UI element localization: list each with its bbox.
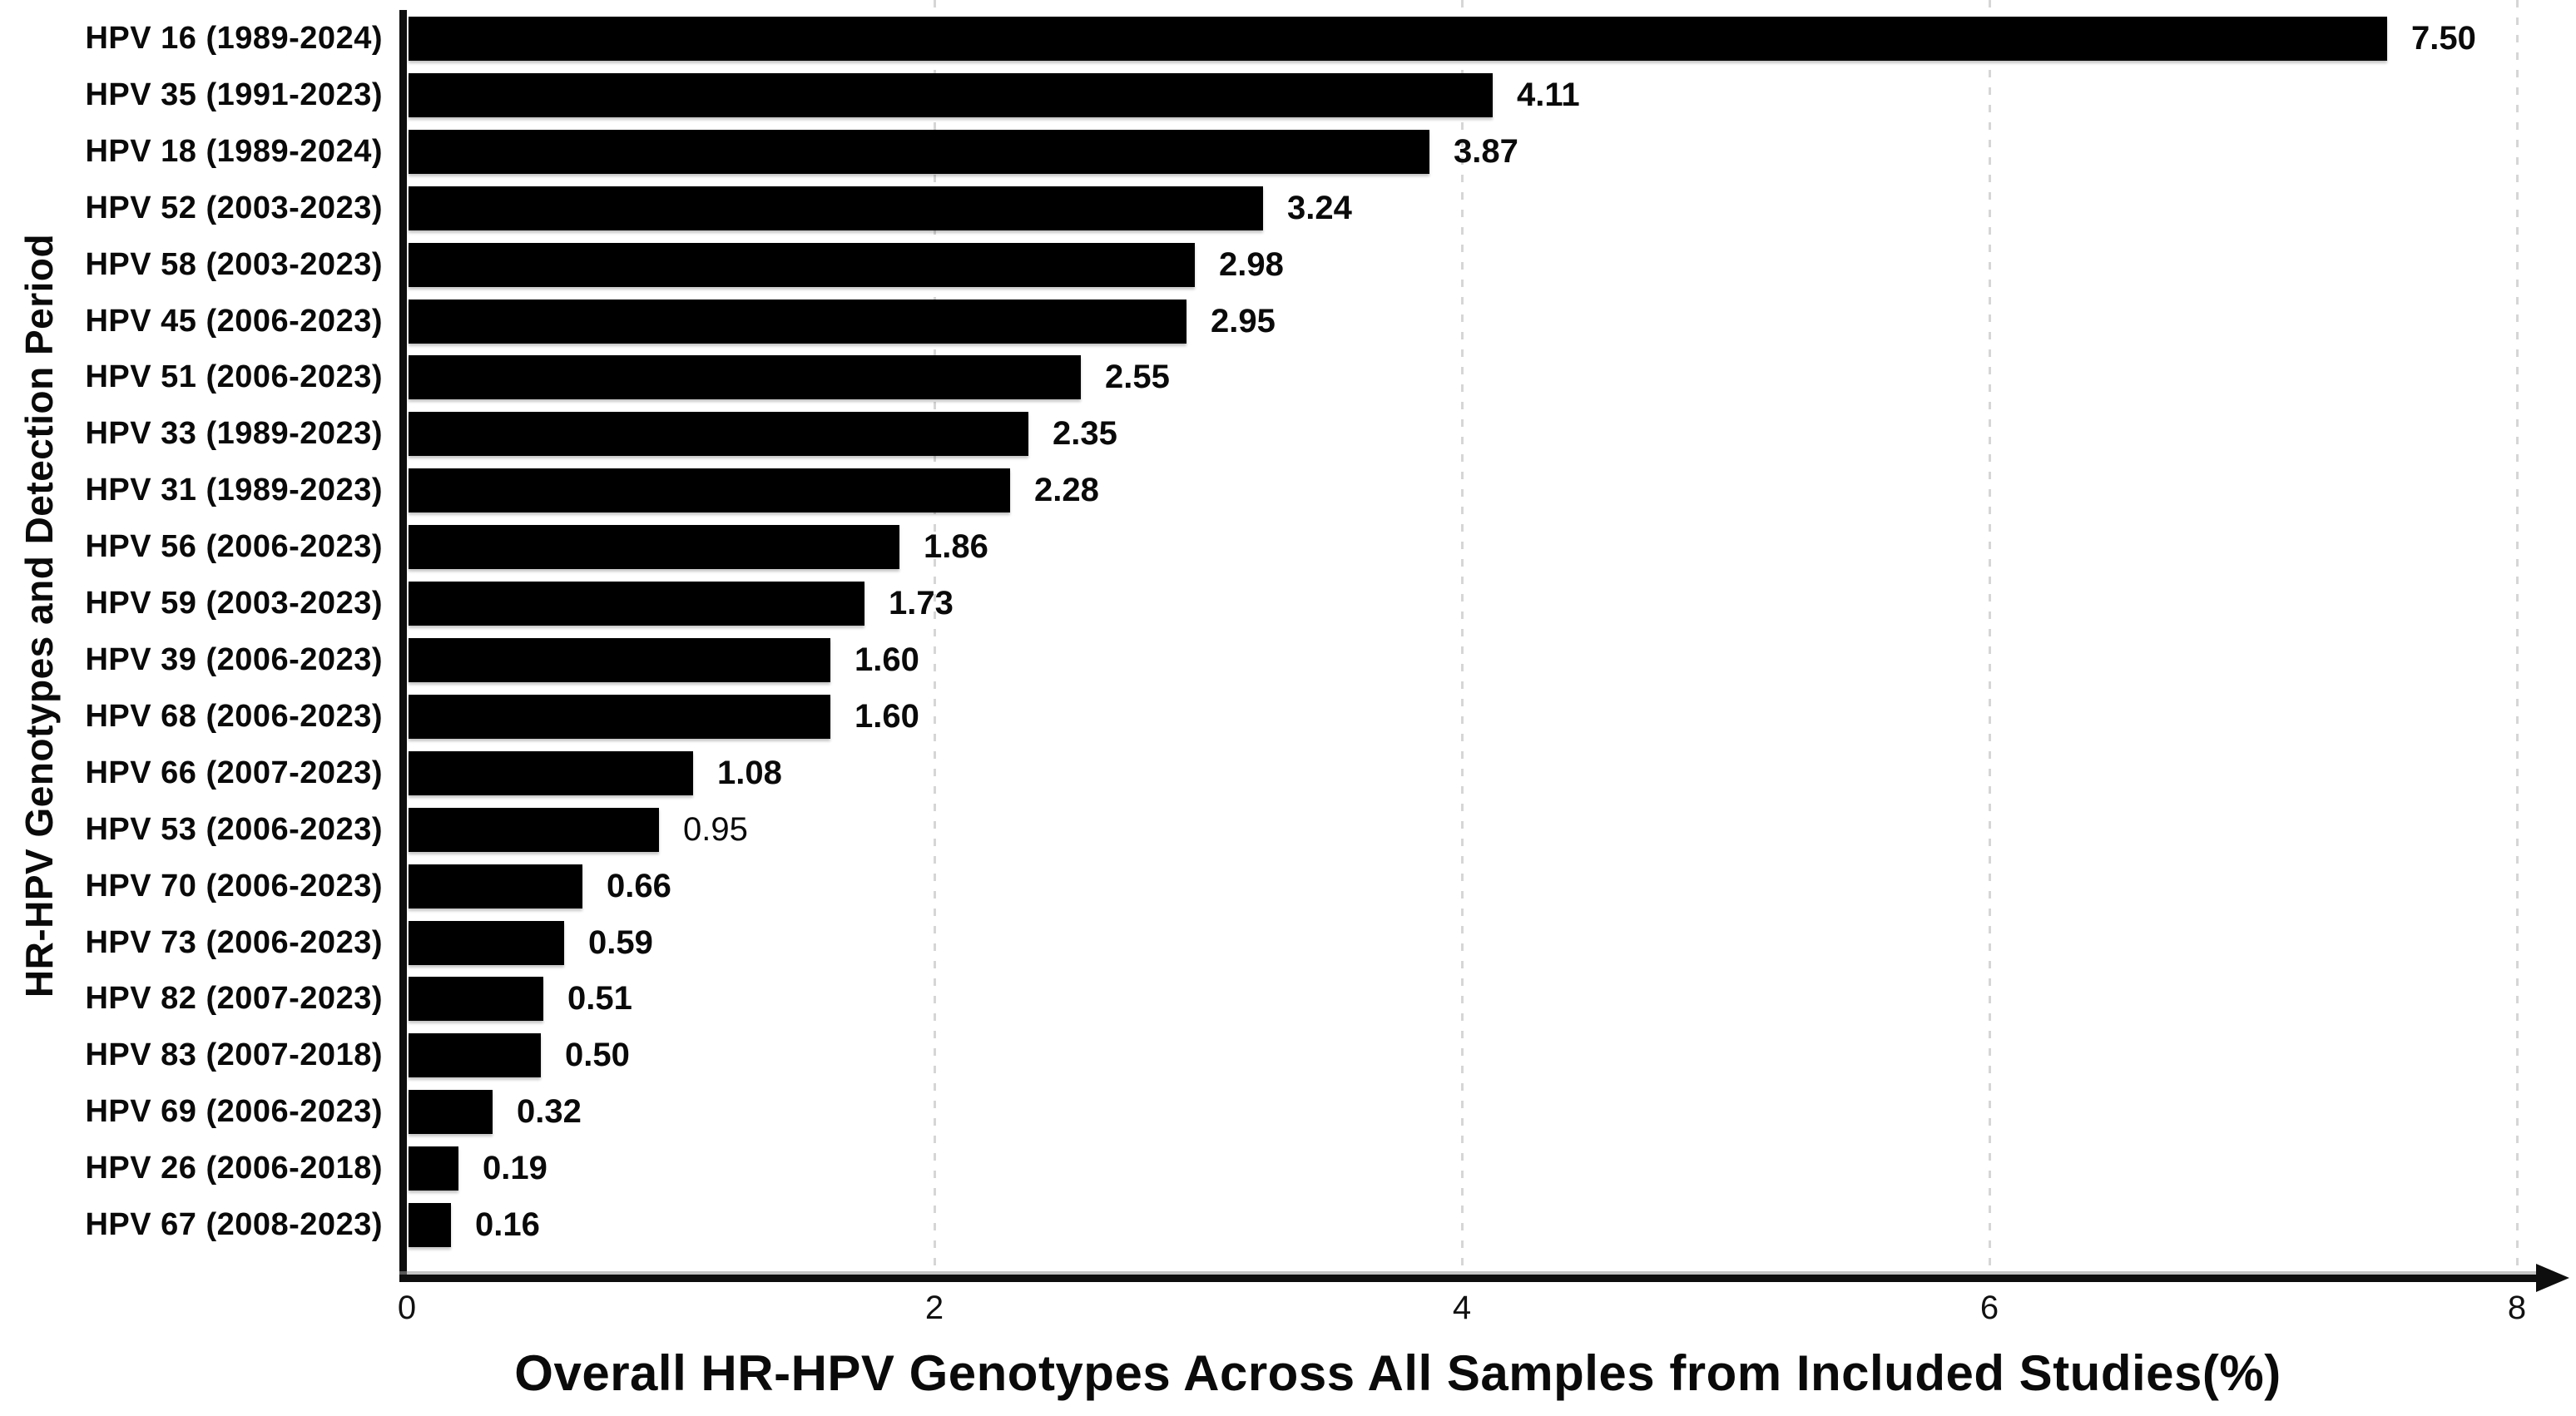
value-label: 0.50 [565, 1037, 630, 1073]
value-label: 0.19 [483, 1150, 547, 1186]
category-label: HPV 58 (2003-2023) [85, 247, 383, 282]
value-label: 3.87 [1454, 133, 1518, 170]
y-axis-spine [399, 10, 407, 1282]
value-label: 1.60 [855, 698, 919, 735]
value-label: 0.66 [607, 868, 671, 904]
bar [409, 582, 864, 626]
category-label: HPV 83 (2007-2018) [85, 1037, 383, 1072]
value-label: 0.32 [517, 1093, 582, 1130]
bar [409, 1033, 541, 1077]
x-axis-line [399, 1275, 2541, 1282]
value-label: 4.11 [1517, 77, 1580, 113]
x-tick-label-2: 2 [924, 1290, 944, 1326]
gridline-x-2 [934, 0, 936, 1275]
bar [409, 17, 2387, 61]
value-label: 2.95 [1211, 303, 1276, 339]
value-label: 3.24 [1287, 190, 1352, 226]
value-label: 0.51 [567, 980, 632, 1017]
category-label: HPV 69 (2006-2023) [85, 1094, 383, 1129]
bar [409, 243, 1195, 287]
bar [409, 1146, 458, 1191]
x-tick-label-8: 8 [2507, 1290, 2527, 1326]
category-label: HPV 31 (1989-2023) [85, 473, 383, 507]
bar [409, 638, 830, 682]
category-label: HPV 39 (2006-2023) [85, 642, 383, 677]
category-label: HPV 52 (2003-2023) [85, 191, 383, 225]
value-label: 2.28 [1034, 472, 1099, 508]
bar [409, 808, 659, 852]
value-label: 1.73 [889, 585, 954, 621]
value-label: 2.98 [1219, 246, 1284, 283]
value-label: 2.35 [1053, 415, 1117, 452]
category-label: HPV 33 (1989-2023) [85, 416, 383, 451]
gridline-x-4 [1461, 0, 1464, 1275]
category-label: HPV 53 (2006-2023) [85, 812, 383, 847]
bar [409, 921, 564, 965]
bar [409, 355, 1081, 399]
x-axis-title: Overall HR-HPV Genotypes Across All Samp… [514, 1345, 2281, 1401]
bar [409, 525, 899, 569]
category-label: HPV 68 (2006-2023) [85, 699, 383, 734]
value-label: 0.59 [588, 924, 653, 961]
category-label: HPV 67 (2008-2023) [85, 1207, 383, 1242]
category-label: HPV 51 (2006-2023) [85, 359, 383, 394]
bar [409, 864, 582, 909]
x-axis-arrow-icon [2536, 1264, 2569, 1292]
value-label: 2.55 [1105, 359, 1170, 395]
category-label: HPV 82 (2007-2023) [85, 981, 383, 1016]
bar [409, 695, 830, 739]
gridline-x-8 [2516, 0, 2519, 1275]
x-tick-label-0: 0 [397, 1290, 417, 1326]
bar [409, 468, 1010, 512]
gridline-x-6 [1989, 0, 1991, 1275]
value-label: 0.16 [475, 1206, 540, 1243]
category-label: HPV 35 (1991-2023) [85, 77, 383, 112]
category-label: HPV 73 (2006-2023) [85, 925, 383, 960]
bar [409, 130, 1429, 174]
value-label: 1.60 [855, 641, 919, 678]
category-label: HPV 66 (2007-2023) [85, 755, 383, 790]
x-tick-label-4: 4 [1452, 1290, 1472, 1326]
bar [409, 73, 1493, 117]
bar [409, 412, 1028, 456]
bar [409, 1090, 493, 1134]
category-label: HPV 16 (1989-2024) [85, 21, 383, 56]
bar [409, 186, 1263, 230]
bar [409, 1203, 451, 1247]
value-label: 0.95 [683, 811, 748, 848]
value-label: 7.50 [2411, 20, 2476, 57]
category-label: HPV 18 (1989-2024) [85, 134, 383, 169]
value-label: 1.86 [924, 528, 988, 565]
value-label: 1.08 [717, 755, 782, 791]
category-label: HPV 59 (2003-2023) [85, 586, 383, 621]
bar [409, 977, 543, 1021]
x-tick-label-6: 6 [1979, 1290, 1999, 1326]
category-label: HPV 45 (2006-2023) [85, 304, 383, 339]
category-label: HPV 26 (2006-2018) [85, 1151, 383, 1186]
category-label: HPV 56 (2006-2023) [85, 529, 383, 564]
bar [409, 300, 1186, 344]
bar [409, 751, 693, 795]
category-label: HPV 70 (2006-2023) [85, 869, 383, 904]
